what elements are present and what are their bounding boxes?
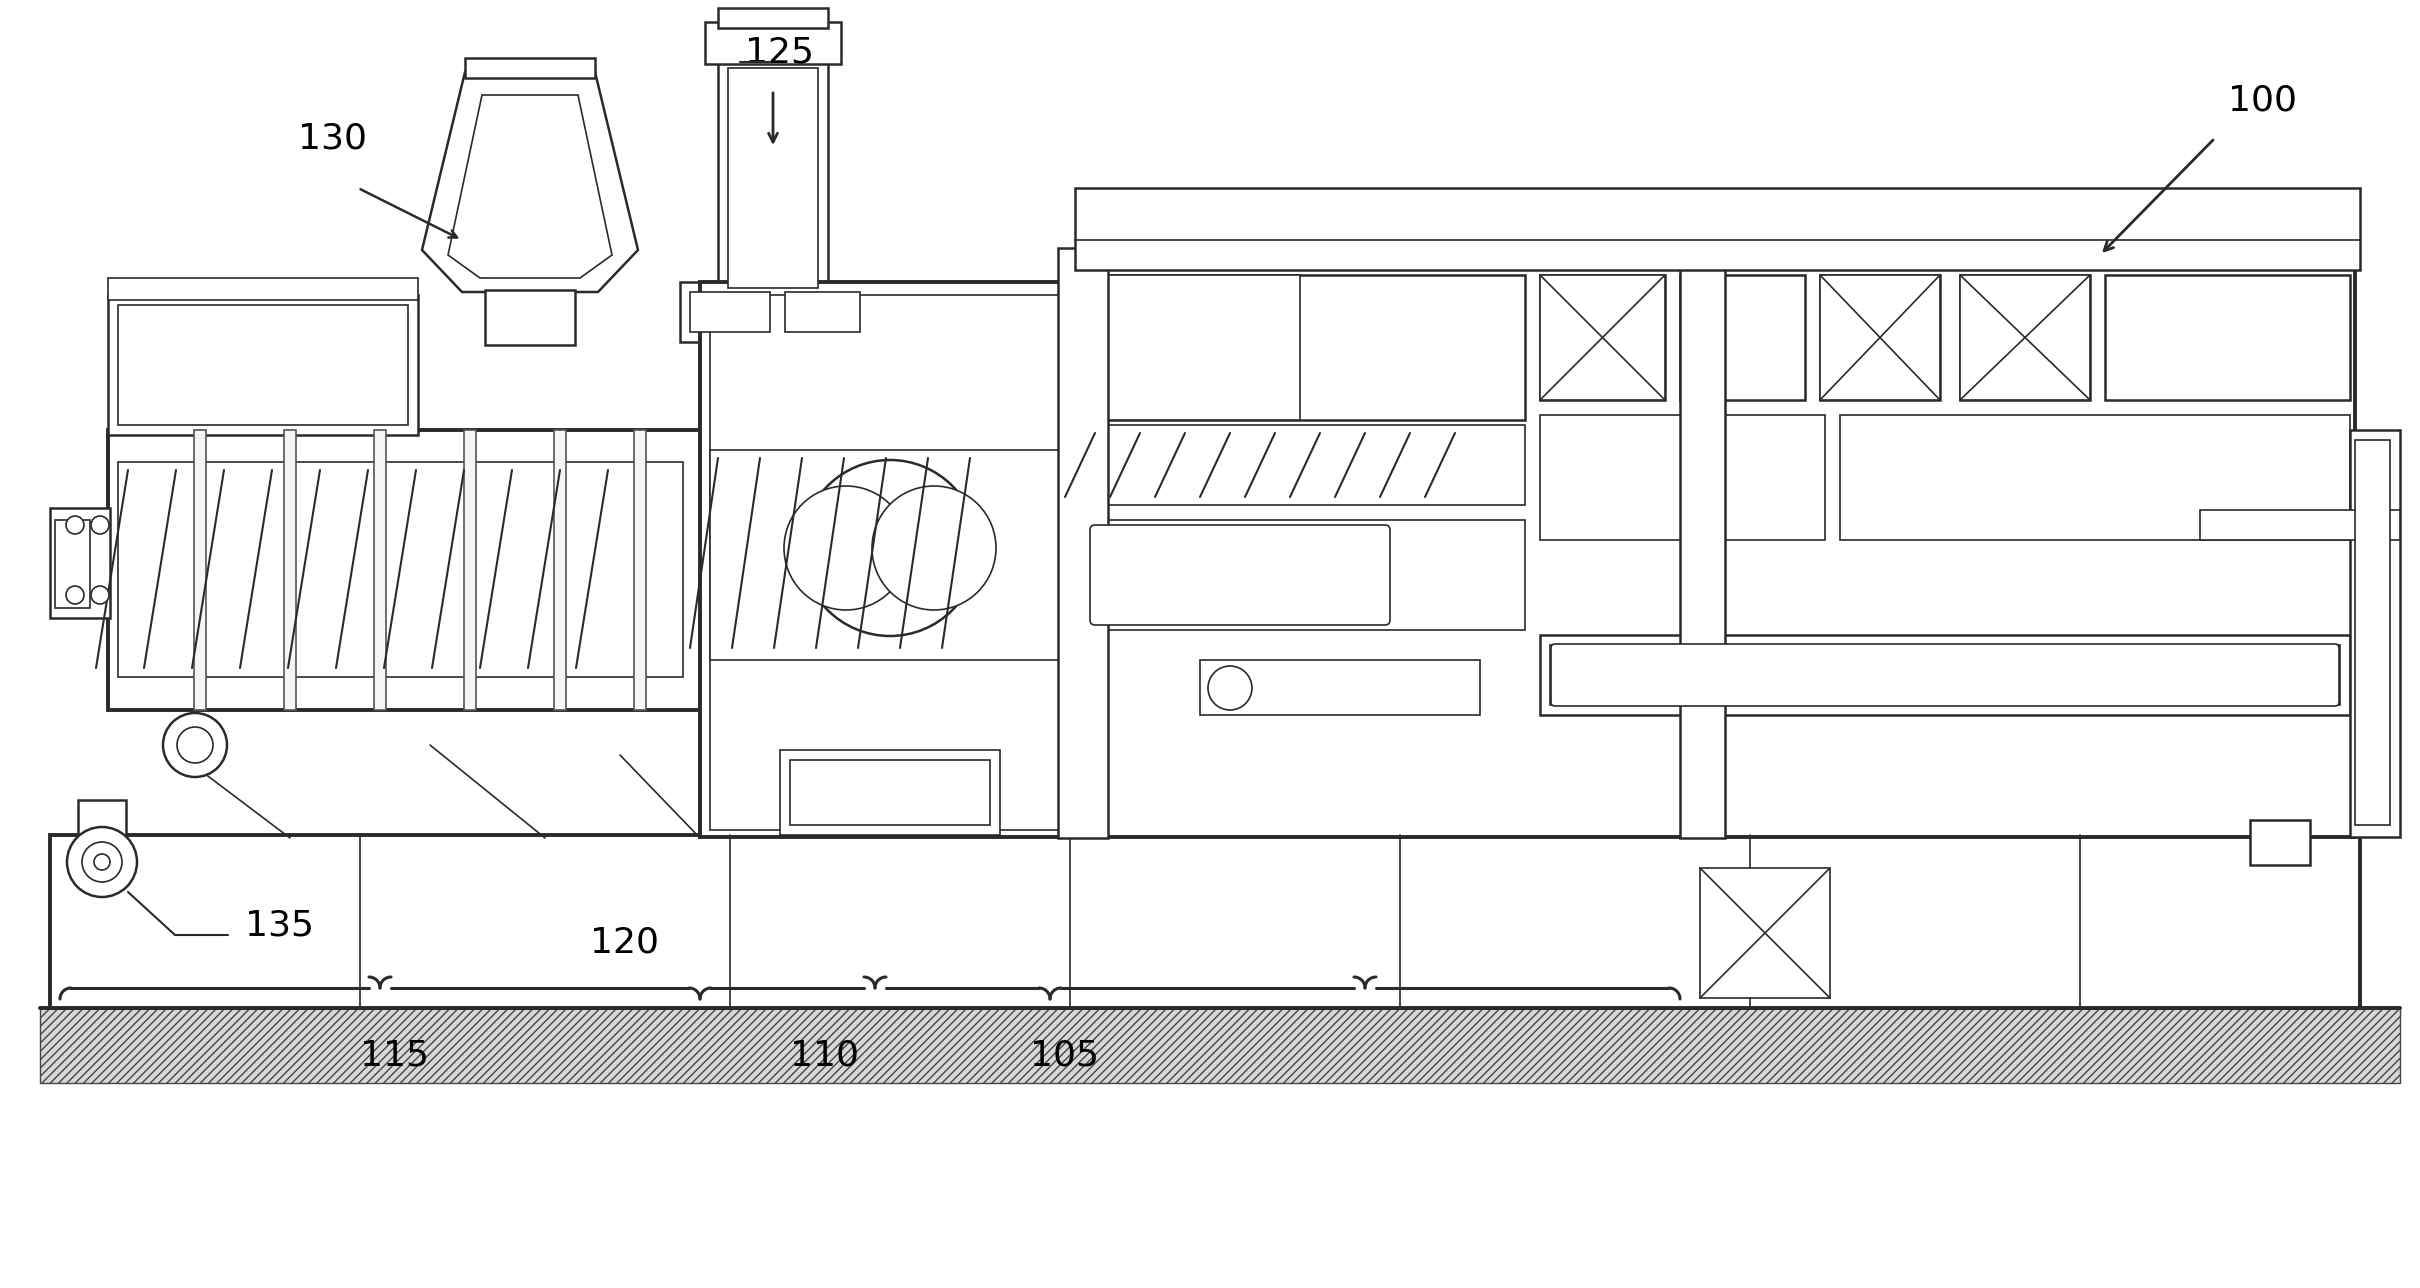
Circle shape bbox=[82, 842, 121, 882]
Text: 120: 120 bbox=[590, 925, 658, 960]
Bar bbox=[119, 305, 409, 425]
Bar bbox=[1960, 276, 2091, 401]
Bar bbox=[1084, 520, 1525, 630]
Bar bbox=[709, 295, 1070, 829]
Bar bbox=[2350, 430, 2401, 837]
Bar bbox=[51, 835, 2360, 1009]
Bar bbox=[1539, 415, 1825, 540]
Bar bbox=[1820, 276, 1941, 401]
Circle shape bbox=[65, 586, 85, 604]
Bar bbox=[1699, 868, 1830, 998]
Circle shape bbox=[65, 516, 85, 535]
Bar bbox=[1084, 276, 1300, 420]
Bar bbox=[1679, 249, 1725, 838]
Circle shape bbox=[94, 854, 109, 869]
Bar bbox=[41, 1009, 2401, 1083]
Bar bbox=[1679, 276, 1805, 401]
Circle shape bbox=[92, 586, 109, 604]
Bar bbox=[1549, 645, 2340, 705]
Circle shape bbox=[784, 486, 908, 611]
Circle shape bbox=[68, 827, 138, 896]
Circle shape bbox=[1208, 666, 1251, 710]
Bar bbox=[465, 430, 477, 710]
Bar bbox=[2105, 276, 2350, 401]
Text: 125: 125 bbox=[745, 35, 813, 70]
Circle shape bbox=[162, 714, 227, 777]
Bar bbox=[784, 292, 859, 332]
FancyBboxPatch shape bbox=[1551, 644, 2340, 706]
Bar bbox=[119, 462, 682, 677]
Bar bbox=[484, 290, 576, 345]
Bar bbox=[77, 800, 126, 840]
Bar bbox=[719, 8, 828, 28]
Bar bbox=[465, 58, 595, 79]
Bar bbox=[1094, 529, 1384, 620]
Bar bbox=[1820, 276, 1941, 401]
Text: 105: 105 bbox=[1031, 1038, 1099, 1072]
Circle shape bbox=[801, 460, 978, 636]
Bar bbox=[709, 450, 1070, 659]
Bar bbox=[1200, 659, 1481, 715]
Bar bbox=[1539, 276, 1665, 401]
Polygon shape bbox=[421, 72, 639, 292]
Bar bbox=[1401, 835, 1750, 1009]
Bar bbox=[789, 760, 990, 826]
Bar bbox=[704, 22, 842, 64]
Bar bbox=[2081, 835, 2360, 1009]
Circle shape bbox=[177, 726, 213, 762]
FancyBboxPatch shape bbox=[1089, 526, 1389, 625]
Text: 100: 100 bbox=[2229, 82, 2297, 117]
Bar bbox=[731, 835, 1070, 1009]
Bar bbox=[699, 282, 1079, 837]
Bar bbox=[1058, 249, 1108, 838]
Bar bbox=[719, 58, 828, 298]
Polygon shape bbox=[448, 95, 612, 278]
Bar bbox=[634, 430, 646, 710]
Bar bbox=[1960, 276, 2091, 401]
Bar bbox=[1070, 835, 1401, 1009]
Bar bbox=[283, 430, 295, 710]
Text: 115: 115 bbox=[361, 1038, 428, 1072]
Bar bbox=[1539, 635, 2350, 715]
Bar bbox=[1074, 188, 2360, 270]
Bar bbox=[1539, 276, 1665, 401]
Bar bbox=[1839, 415, 2350, 540]
Bar bbox=[779, 750, 999, 835]
Bar bbox=[56, 520, 90, 608]
Circle shape bbox=[92, 516, 109, 535]
Text: 110: 110 bbox=[789, 1038, 859, 1072]
Bar bbox=[109, 295, 419, 435]
Bar bbox=[2355, 440, 2391, 826]
Bar bbox=[109, 430, 709, 710]
Bar bbox=[194, 430, 206, 710]
Bar bbox=[2200, 510, 2401, 540]
Bar bbox=[109, 278, 419, 300]
Text: 130: 130 bbox=[298, 121, 368, 155]
Circle shape bbox=[871, 486, 997, 611]
Bar bbox=[51, 507, 109, 618]
Bar bbox=[728, 68, 818, 289]
Bar bbox=[361, 835, 731, 1009]
Bar bbox=[690, 292, 770, 332]
Text: 135: 135 bbox=[244, 908, 315, 942]
Bar bbox=[2251, 820, 2311, 866]
Bar bbox=[554, 430, 566, 710]
Bar bbox=[375, 430, 387, 710]
Bar bbox=[680, 282, 871, 343]
Bar bbox=[1750, 835, 2081, 1009]
Bar bbox=[1074, 265, 2355, 837]
Bar bbox=[51, 835, 361, 1009]
Bar bbox=[1084, 425, 1525, 505]
Bar bbox=[1084, 276, 1525, 420]
